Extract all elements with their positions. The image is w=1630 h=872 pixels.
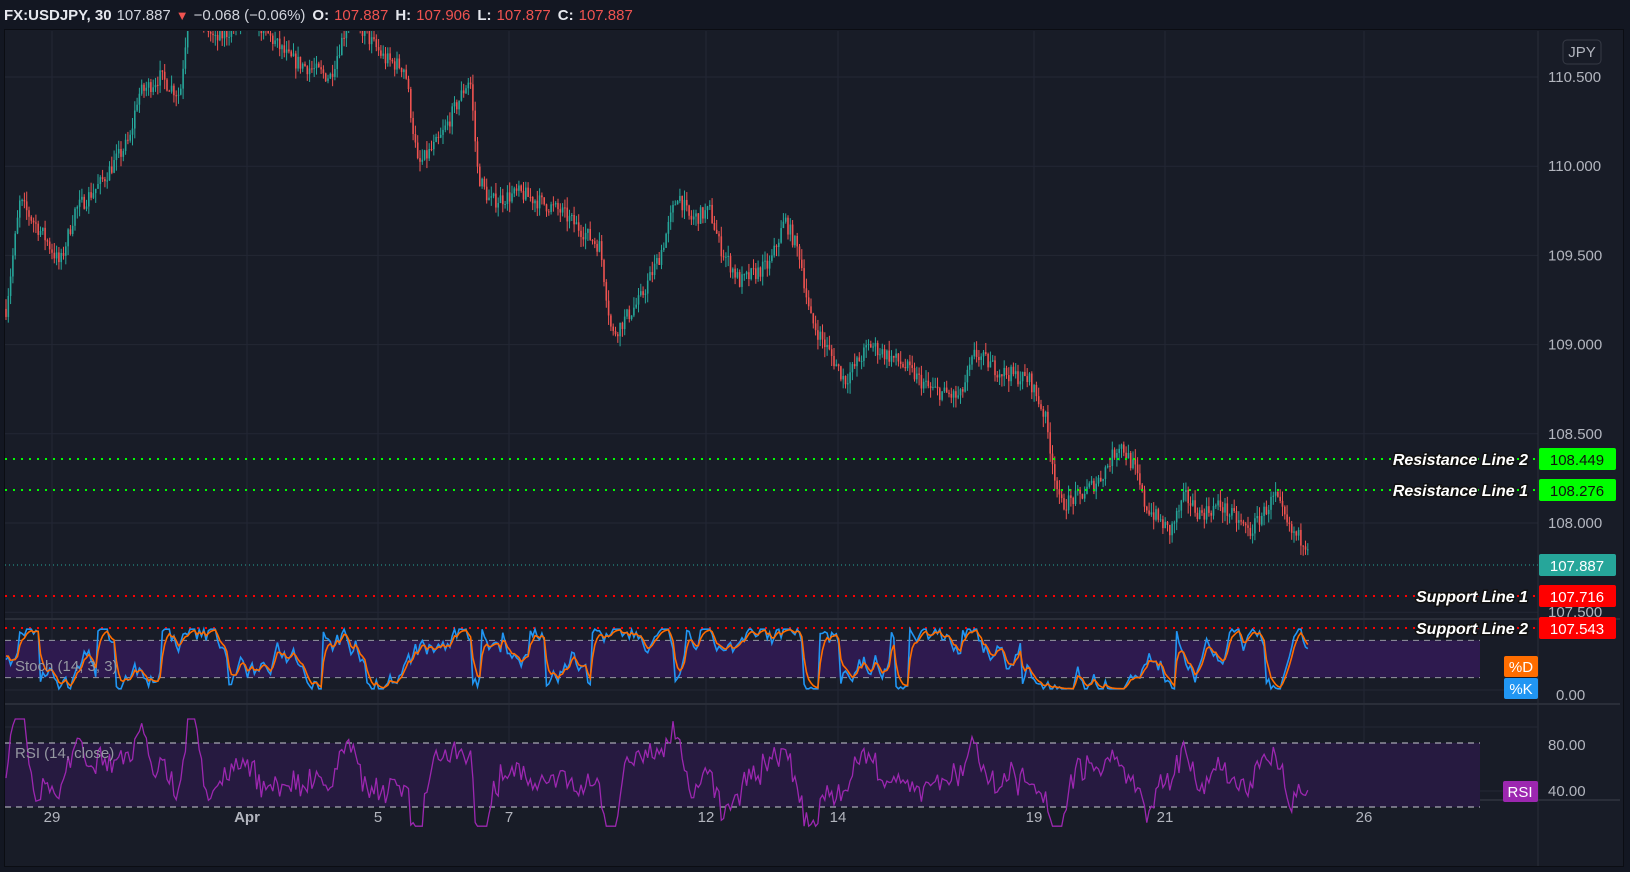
- time-axis-tick: 19: [1026, 809, 1043, 826]
- currency-button[interactable]: JPY: [1562, 39, 1602, 65]
- time-axis-tick: 26: [1356, 809, 1373, 826]
- time-axis-tick: 14: [830, 809, 847, 826]
- low-value: 107.877: [496, 6, 551, 24]
- time-axis-tick: 29: [44, 809, 61, 826]
- rsi-title: RSI (14, close): [15, 745, 114, 762]
- last-price-tag: 107.887: [1550, 558, 1604, 575]
- svg-text:108.449: 108.449: [1550, 452, 1604, 469]
- price-axis-tick: 109.500: [1548, 247, 1602, 264]
- close-label: C:: [557, 6, 574, 24]
- svg-text:Resistance Line 2: Resistance Line 2: [1393, 452, 1528, 469]
- stoch-d-tag: %D: [1509, 659, 1533, 676]
- svg-text:0.00: 0.00: [1556, 687, 1585, 704]
- price-axis-tick: 108.000: [1548, 515, 1602, 532]
- symbol-title[interactable]: FX:USDJPY, 30: [4, 6, 112, 24]
- last-price: 107.887: [116, 6, 171, 24]
- candlestick-series: [5, 31, 1309, 556]
- open-label: O:: [312, 6, 330, 24]
- price-axis-tick: 109.000: [1548, 337, 1602, 354]
- high-label: H:: [395, 6, 412, 24]
- rsi-tag: RSI: [1507, 784, 1532, 801]
- price-tags: 108.449 108.276 107.716 107.543 107.887 %D %K R…: [1503, 448, 1616, 802]
- svg-text:JPY: JPY: [1568, 44, 1596, 61]
- time-axis-tick: 21: [1157, 809, 1174, 826]
- grid-lines: [5, 31, 1620, 866]
- price-axis-tick: 110.500: [1548, 69, 1601, 86]
- high-value: 107.906: [416, 6, 471, 24]
- stoch-lines: [5, 626, 1309, 691]
- price-axis-tick: 107.500: [1548, 604, 1602, 621]
- svg-text:Support Line 1: Support Line 1: [1416, 589, 1528, 606]
- svg-text:108.276: 108.276: [1550, 483, 1604, 500]
- resistance-line-1[interactable]: Resistance Line 1: [5, 482, 1538, 502]
- support-line-2[interactable]: Support Line 2: [5, 620, 1538, 640]
- low-label: L:: [477, 6, 492, 24]
- price-axis-tick: 110.000: [1548, 158, 1601, 175]
- close-value: 107.887: [578, 6, 633, 24]
- axes: 110.500 110.000 109.500 109.000 108.500 108.0…: [15, 69, 1602, 826]
- time-axis-tick: 7: [505, 809, 513, 826]
- svg-text:40.00: 40.00: [1548, 783, 1586, 800]
- symbol-header: FX:USDJPY, 30 107.887 ▼ −0.068 (−0.06%) …: [4, 4, 633, 26]
- svg-text:Support Line 2: Support Line 2: [1416, 621, 1528, 638]
- price-axis-tick: 108.500: [1548, 426, 1602, 443]
- resistance-line-2[interactable]: Resistance Line 2: [5, 451, 1538, 471]
- svg-text:80.00: 80.00: [1548, 737, 1586, 754]
- open-value: 107.887: [334, 6, 389, 24]
- svg-text:Resistance Line 1: Resistance Line 1: [1393, 483, 1528, 500]
- horizontal-levels[interactable]: Resistance Line 2 Resistance Line 1 Suppor…: [5, 451, 1538, 640]
- triangle-down-icon: ▼: [175, 7, 189, 23]
- svg-text:107.543: 107.543: [1550, 621, 1604, 638]
- svg-text:107.716: 107.716: [1550, 589, 1604, 606]
- support-line-1[interactable]: Support Line 1: [5, 588, 1538, 608]
- time-axis-tick: 12: [698, 809, 715, 826]
- time-axis-tick: 5: [374, 809, 382, 826]
- price-change: −0.068 (−0.06%): [193, 6, 306, 24]
- rsi-line: [5, 718, 1309, 828]
- stoch-title: Stoch (14, 3, 3): [15, 658, 118, 675]
- time-axis-tick: Apr: [234, 809, 260, 826]
- stoch-k-tag: %K: [1509, 681, 1532, 698]
